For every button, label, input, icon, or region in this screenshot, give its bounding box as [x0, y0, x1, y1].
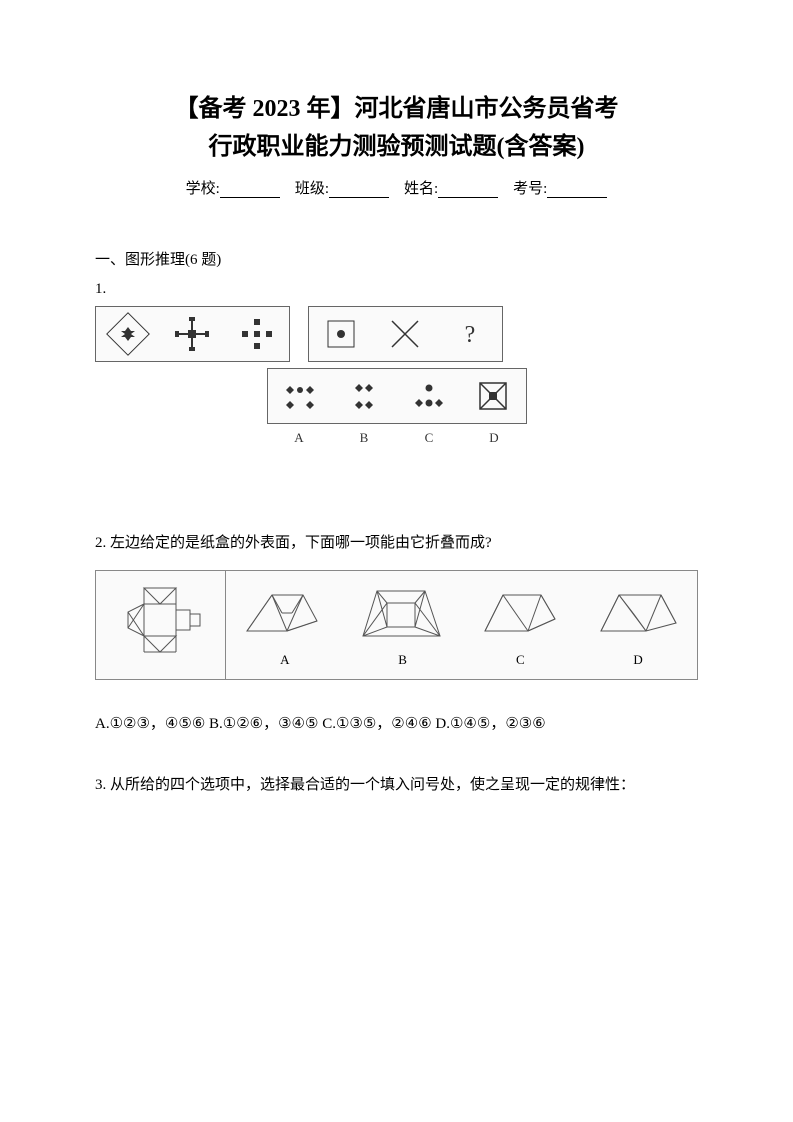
q2-option-b-icon [355, 581, 450, 646]
class-blank[interactable] [329, 182, 389, 198]
q2-option-c: C [473, 581, 568, 668]
page-title: 【备考 2023 年】河北省唐山市公务员省考 行政职业能力测验预测试题(含答案) [95, 90, 698, 167]
school-label: 学校: [186, 181, 220, 197]
svg-text:?: ? [464, 322, 475, 348]
q1-figure: ? [95, 306, 698, 446]
examno-blank[interactable] [547, 182, 607, 198]
q1-shape-4-icon [316, 309, 366, 359]
q1-option-d-icon [468, 371, 518, 421]
q2-answer-options: A.①②③，④⑤⑥ B.①②⑥，③④⑤ C.①③⑤，②④⑥ D.①④⑤，②③⑥ [95, 708, 698, 741]
q1-shape-1-icon [103, 309, 153, 359]
examno-label: 考号: [513, 181, 547, 197]
q1-panel-right: ? [308, 306, 503, 362]
q1-label-b: B [332, 430, 397, 446]
section-1-heading: 一、图形推理(6 题) [95, 248, 698, 269]
q2-options-panel: A B [226, 571, 697, 679]
student-info-row: 学校: 班级: 姓名: 考号: [95, 177, 698, 198]
q1-option-labels: A B C D [267, 430, 527, 446]
school-blank[interactable] [220, 182, 280, 198]
title-line-1: 【备考 2023 年】河北省唐山市公务员省考 [95, 90, 698, 128]
q2-label-b: B [398, 652, 407, 668]
q2-option-b: B [355, 581, 450, 668]
q1-panel-options [267, 368, 527, 424]
q2-option-c-icon [473, 581, 568, 646]
q2-label-d: D [633, 652, 642, 668]
q2-net-icon [106, 580, 216, 670]
class-label: 班级: [295, 181, 329, 197]
title-line-2: 行政职业能力测验预测试题(含答案) [95, 128, 698, 166]
q1-panel-left [95, 306, 290, 362]
q1-option-c-icon [404, 371, 454, 421]
q2-option-d-icon [591, 581, 686, 646]
q1-shape-3-icon [232, 309, 282, 359]
q2-net-panel [96, 571, 226, 679]
q1-shape-2-icon [167, 309, 217, 359]
q1-label-a: A [267, 430, 332, 446]
q2-label-c: C [516, 652, 525, 668]
q2-text: 2. 左边给定的是纸盒的外表面，下面哪一项能由它折叠而成? [95, 531, 698, 552]
q2-figure: A B [95, 570, 698, 680]
q2-option-d: D [591, 581, 686, 668]
name-label: 姓名: [404, 181, 438, 197]
q3-text: 3. 从所给的四个选项中，选择最合适的一个填入问号处，使之呈现一定的规律性： [95, 769, 698, 802]
q1-shape-5-icon [380, 309, 430, 359]
q1-question-mark-icon: ? [445, 309, 495, 359]
q2-option-a: A [237, 581, 332, 668]
q2-option-a-icon [237, 581, 332, 646]
q1-label-c: C [397, 430, 462, 446]
q1-option-b-icon [339, 371, 389, 421]
q2-label-a: A [280, 652, 289, 668]
q1-number: 1. [95, 281, 698, 298]
q1-label-d: D [462, 430, 527, 446]
q1-option-a-icon [275, 371, 325, 421]
name-blank[interactable] [438, 182, 498, 198]
